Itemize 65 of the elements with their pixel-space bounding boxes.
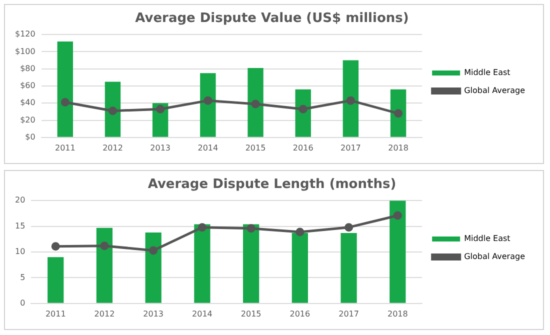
bar <box>96 228 113 303</box>
legend-label: Global Average <box>464 252 526 262</box>
bar <box>248 68 264 137</box>
bar <box>295 89 311 137</box>
y-tick-label: $60 <box>20 81 36 90</box>
x-tick-label: 2014 <box>198 143 218 152</box>
point <box>251 100 260 108</box>
y-tick-label: $120 <box>15 30 36 39</box>
bar <box>104 82 121 137</box>
x-tick-label: 2011 <box>54 143 76 152</box>
bar <box>390 89 406 137</box>
y-tick-label: $0 <box>25 132 36 142</box>
x-tick-label: 2015 <box>245 143 266 152</box>
bar <box>342 60 359 137</box>
y-tick-label: $80 <box>20 64 36 73</box>
x-tick-label: 2011 <box>45 309 66 318</box>
x-tick-label: 2017 <box>340 143 361 152</box>
y-tick-label: 0 <box>20 298 26 308</box>
bar <box>292 232 308 303</box>
bar <box>194 224 210 303</box>
chart-title: Average Dispute Value (US$ millions) <box>135 11 409 26</box>
point <box>60 98 70 107</box>
y-tick-label: $100 <box>15 46 36 56</box>
point <box>149 246 158 255</box>
point <box>346 96 355 105</box>
point <box>394 109 403 118</box>
point <box>344 223 354 232</box>
bar <box>243 224 260 303</box>
bar <box>390 200 406 303</box>
bar <box>340 232 357 303</box>
chart-title: Average Dispute Length (months) <box>148 177 396 192</box>
point <box>298 104 308 114</box>
x-tick-label: 2013 <box>143 309 164 318</box>
legend-label: Global Average <box>464 86 526 96</box>
point <box>204 96 212 105</box>
legend-label: Middle East <box>464 68 510 78</box>
point <box>198 223 206 232</box>
x-tick-label: 2016 <box>292 143 314 152</box>
point <box>100 242 109 250</box>
x-tick-label: 2017 <box>338 309 359 318</box>
bar <box>200 73 216 137</box>
bar <box>48 257 64 303</box>
y-tick-label: 5 <box>20 272 26 282</box>
point <box>51 242 60 251</box>
x-tick-label: 2016 <box>290 309 310 318</box>
point <box>393 211 402 220</box>
y-tick-label: 20 <box>14 196 26 205</box>
y-tick-label: $40 <box>20 98 36 108</box>
point <box>108 106 117 116</box>
point <box>156 104 165 114</box>
y-tick-label: 10 <box>14 247 26 256</box>
point <box>296 228 304 236</box>
y-tick-label: $20 <box>20 115 36 124</box>
y-tick-label: 15 <box>14 221 26 230</box>
bar <box>145 232 162 303</box>
bar <box>57 41 74 137</box>
x-tick-label: 2014 <box>192 309 212 318</box>
x-tick-label: 2012 <box>102 143 123 152</box>
point <box>246 224 256 233</box>
x-tick-label: 2012 <box>94 309 115 318</box>
x-tick-label: 2013 <box>150 143 171 152</box>
x-tick-label: 2018 <box>387 309 408 318</box>
x-tick-label: 2018 <box>388 143 408 152</box>
legend-label: Middle East <box>464 234 510 244</box>
x-tick-label: 2015 <box>240 309 262 318</box>
